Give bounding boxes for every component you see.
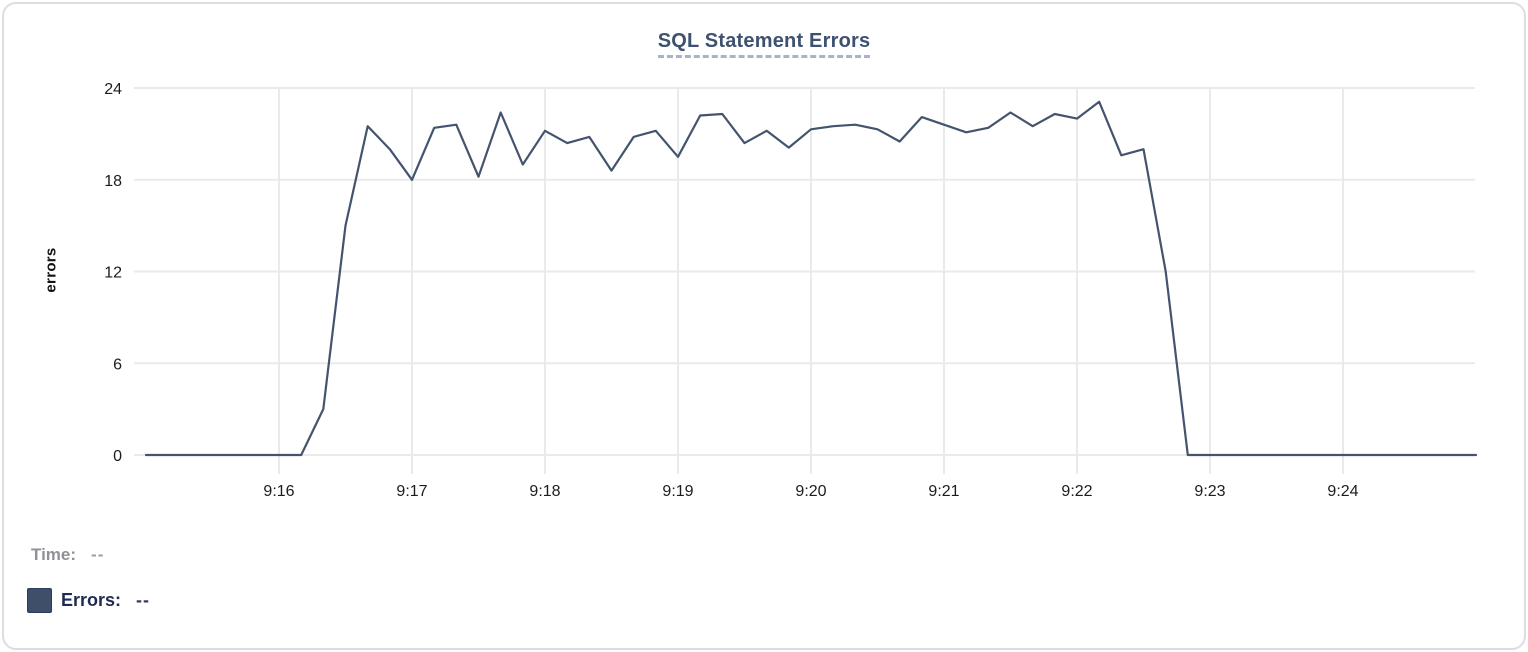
- y-tick-label: 0: [113, 448, 122, 465]
- tooltip-errors-value: --: [136, 590, 151, 610]
- x-tick-label: 9:18: [529, 483, 560, 500]
- x-tick-label: 9:24: [1327, 483, 1358, 500]
- chart-header: SQL Statement Errors: [4, 30, 1524, 58]
- y-tick-label: 18: [104, 173, 122, 190]
- errors-series-swatch: [27, 588, 52, 613]
- line-chart[interactable]: 0 6 12 18 24 9:16 9:17 9:18 9:19 9:20 9:21 9:22 9:23…: [4, 4, 1528, 516]
- y-tick-label: 12: [104, 265, 122, 282]
- x-tick-label: 9:16: [263, 483, 294, 500]
- y-axis-title: errors: [42, 247, 60, 293]
- x-tick-label: 9:17: [396, 483, 427, 500]
- tooltip-time-label: Time:: [31, 545, 77, 564]
- legend-errors-row[interactable]: Errors: --: [27, 588, 150, 613]
- x-tick-label: 9:22: [1061, 483, 1092, 500]
- chart-tooltip-legend: Time: -- Errors: --: [4, 4, 1524, 648]
- tooltip-time-value: --: [91, 545, 105, 564]
- y-tick-label: 24: [104, 81, 122, 98]
- legend-errors-label: Errors:: [61, 590, 122, 610]
- x-tick-label: 9:19: [662, 483, 693, 500]
- x-tick-label: 9:21: [928, 483, 959, 500]
- errors-series-line[interactable]: [144, 100, 1478, 457]
- x-tick-label: 9:20: [795, 483, 826, 500]
- y-tick-label: 6: [113, 356, 122, 373]
- chart-title[interactable]: SQL Statement Errors: [657, 30, 871, 58]
- tooltip-time-row: Time: --: [31, 545, 104, 565]
- x-tick-label: 9:23: [1194, 483, 1225, 500]
